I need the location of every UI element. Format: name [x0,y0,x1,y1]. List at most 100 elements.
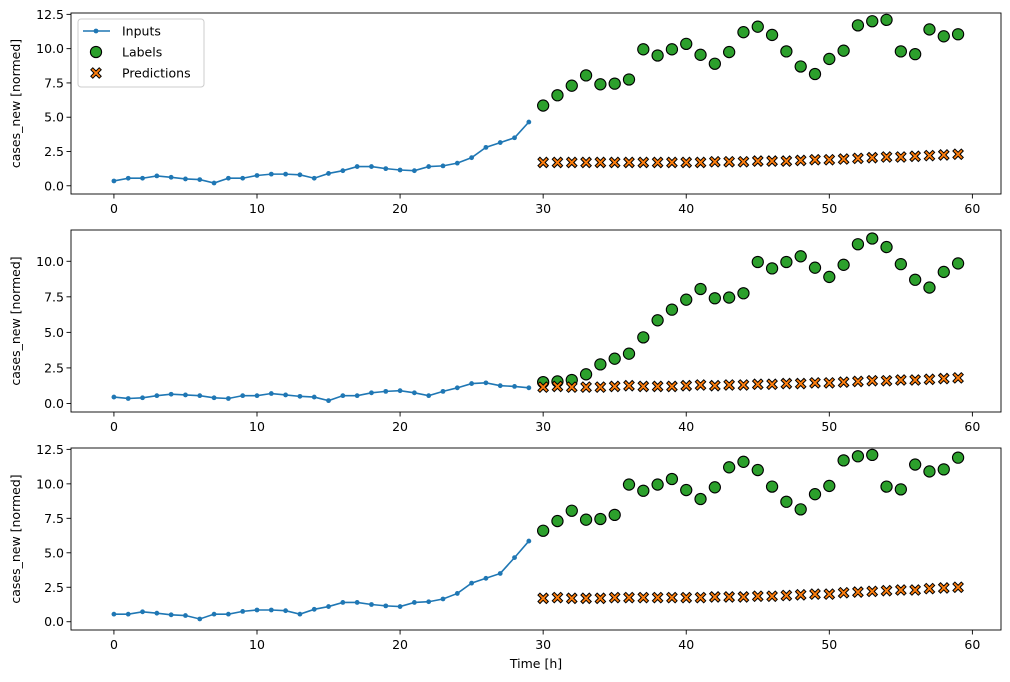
inputs-point [297,393,303,399]
prediction-point [809,153,821,166]
label-point [694,48,707,61]
x-tick-label: 0 [110,637,118,652]
inputs-point [268,171,274,177]
prediction-point [880,374,893,387]
inputs-point [140,609,145,615]
label-point [622,347,636,360]
label-point [637,484,650,497]
x-tick-label: 0 [110,419,118,434]
inputs-point [426,599,432,605]
prediction-point [680,379,693,392]
label-point [937,30,950,43]
inputs-point [454,160,460,166]
y-tick-label: 5.0 [44,545,64,560]
prediction-point [723,155,736,168]
axes-frame [70,447,1002,631]
label-point [608,352,621,365]
label-point [951,257,965,270]
inputs-point [497,571,503,576]
label-point [823,270,836,284]
label-point [622,478,636,491]
prediction-point [608,156,621,169]
inputs-point [512,135,517,141]
inputs-point [411,600,417,605]
prediction-point [937,372,950,385]
y-tick-label: 0.0 [44,178,64,193]
prediction-point [737,591,750,603]
x-tick-label: 30 [535,201,551,216]
inputs-point [168,174,174,180]
prediction-point [880,584,893,597]
prediction-point [809,588,821,601]
inputs-point [454,385,460,391]
inputs-point [440,596,446,602]
inputs-point [268,607,274,613]
label-point [579,69,593,82]
prediction-point [651,591,664,604]
y-tick-label: 5.0 [44,325,64,340]
prediction-point [580,156,592,169]
prediction-point [823,588,836,601]
legend-entry-labels: Labels [122,45,162,60]
inputs-point [268,391,274,396]
label-point [579,513,593,526]
legend-predictions-swatch [90,67,102,79]
inputs-point [383,166,389,172]
label-point [765,480,779,493]
prediction-point [666,156,678,169]
label-point [723,291,736,304]
y-tick-label: 2.5 [44,144,64,159]
x-tick-label: 60 [964,419,980,434]
prediction-point [708,591,721,603]
label-point [951,28,965,41]
label-point [594,512,607,526]
x-tick-label: 40 [678,419,694,434]
label-point [651,314,664,327]
x-tick-label: 50 [821,637,837,652]
prediction-point [952,581,964,594]
label-point [551,514,564,528]
inputs-point [354,600,360,605]
x-tick-label: 10 [249,419,265,434]
prediction-point [551,156,564,169]
label-point [694,492,707,506]
x-tick-label: 20 [392,419,408,434]
inputs-point [369,602,374,607]
prediction-point [794,588,807,601]
prediction-point [537,156,550,169]
inputs-point [254,173,260,178]
y-tick-label: 7.5 [44,289,64,304]
label-point [837,258,850,271]
inputs-point [154,610,160,616]
prediction-point [909,150,922,163]
label-point [909,458,922,471]
inputs-point [240,175,246,181]
label-point [608,77,621,90]
label-point [951,451,965,464]
prediction-point [708,379,721,392]
inputs-point [483,144,489,150]
series-inputs [111,380,532,404]
prediction-point [909,374,922,386]
label-point [880,240,893,254]
prediction-point [852,375,864,388]
inputs-point [426,164,432,169]
axes-frame [70,229,1002,413]
inputs-point [397,388,403,394]
inputs-point [211,611,217,617]
inputs-point [111,611,117,617]
legend-entry-inputs: Inputs [122,24,161,39]
inputs-point [326,171,331,176]
label-point [765,262,779,275]
y-tick-label: 0.0 [44,396,64,411]
inputs-point [469,580,475,586]
x-tick-label: 30 [535,637,551,652]
prediction-point [737,379,750,391]
inputs-point [140,175,145,181]
y-axis-label: cases_new [normed] [8,474,23,603]
label-point [894,45,907,58]
inputs-point [154,393,160,399]
prediction-point [766,590,778,603]
label-point [708,481,721,494]
